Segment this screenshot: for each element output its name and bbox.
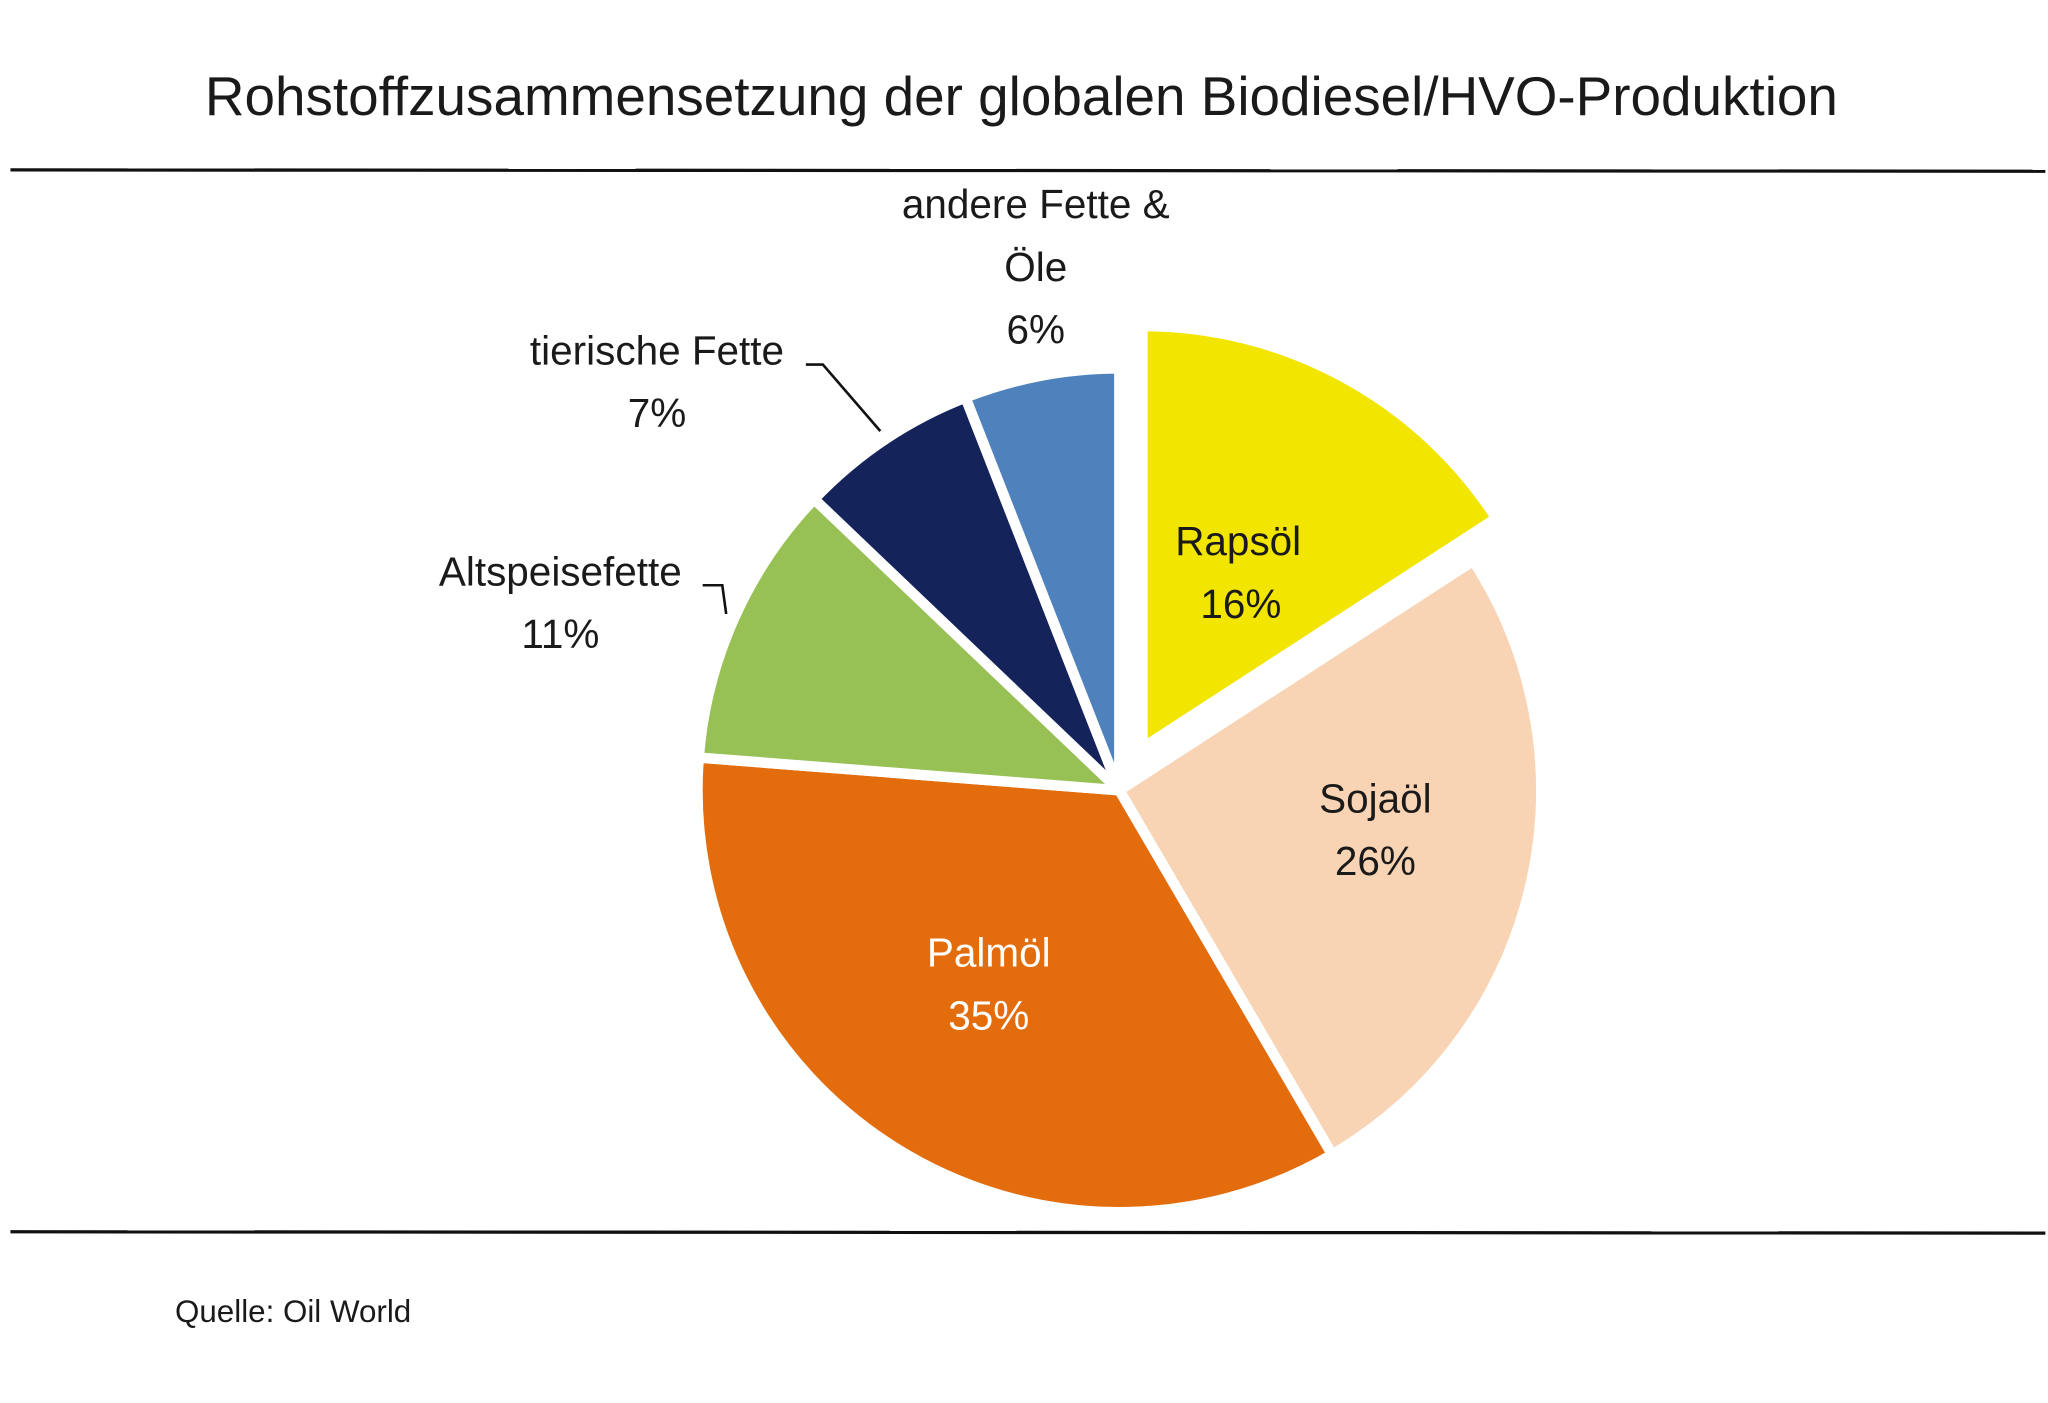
source-note: Quelle: Oil World [175,1294,411,1329]
label-altspeisefette-name: Altspeisefette [439,548,682,594]
pie-slice-rapsöl [1137,320,1502,754]
label-rapsoel-value: 16% [1200,581,1281,627]
label-altspeisefette-value: 11% [521,611,599,657]
label-andere-name-line1: andere Fette & [902,181,1170,227]
leader-line-tierische-fette [805,363,882,432]
label-tierische-fette-name: tierische Fette [530,328,784,374]
chart-title: Rohstoffzusammensetzung der globalen Bio… [205,65,1838,127]
label-sojaoel-value: 26% [1335,838,1416,884]
label-palmoel-value: 35% [948,992,1029,1038]
top-rule [10,168,2046,173]
pie-slice-andere-fette-öle [960,363,1125,796]
bottom-rule [10,1230,2046,1235]
label-palmoel-name: Palmöl [927,930,1051,976]
label-tierische-fette-value: 7% [628,390,687,436]
label-andere-value: 6% [1007,307,1066,353]
label-andere-name-line2: Öle [1004,244,1067,290]
pie-slice-sojaöl [1114,555,1547,1160]
pie [692,320,1547,1218]
label-rapsoel-name: Rapsöl [1175,518,1301,564]
label-sojaoel-name: Sojaöl [1319,776,1432,822]
pie-slice-tierische-fette [808,392,1125,796]
pie-slice-palmöl [692,752,1338,1218]
pie-slice-altspeisefette [693,493,1125,796]
leader-line-altspeisefette [702,583,728,615]
